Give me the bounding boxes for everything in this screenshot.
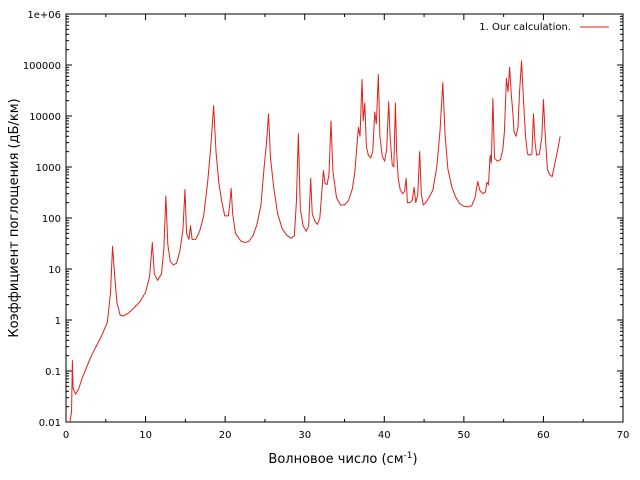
x-axis-label: Волновое число (см-1): [268, 451, 417, 467]
x-axis-label-text: Волновое число (см: [268, 452, 403, 467]
x-tick-label: 60: [537, 430, 550, 441]
y-tick-label: 1e+06: [27, 10, 61, 21]
legend: 1. Our calculation.: [479, 22, 609, 33]
legend-label: 1. Our calculation.: [479, 22, 571, 33]
x-tick-label: 10: [139, 430, 152, 441]
y-tick-label: 1000: [36, 163, 61, 174]
x-tick-label: 70: [617, 430, 630, 441]
x-axis-label-superscript: -1: [404, 451, 413, 461]
plot-frame: [65, 13, 624, 423]
series-line-our-calculation: [69, 60, 561, 423]
y-tick-label: 100: [42, 214, 61, 225]
y-tick-label: 100000: [23, 61, 61, 72]
x-tick-labels: 0 10 20 30 40 50 60 70: [63, 430, 630, 441]
x-tick-label: 30: [298, 430, 311, 441]
y-tick-label: 10: [48, 265, 61, 276]
x-tick-label: 40: [378, 430, 391, 441]
y-tick-label: 1: [55, 316, 61, 327]
x-tick-label: 50: [457, 430, 470, 441]
x-tick-label: 0: [63, 430, 69, 441]
y-axis-label: Коэффициент поглощения (дБ/км): [7, 98, 22, 337]
y-tick-label: 0.1: [45, 367, 61, 378]
y-tick-label: 0.01: [39, 418, 61, 429]
y-tick-label: 10000: [29, 112, 61, 123]
x-axis-label-close: ): [412, 452, 417, 467]
x-tick-label: 20: [219, 430, 232, 441]
y-tick-labels: 0.01 0.1 1 10 100 1000 10000 100000 1e+06: [23, 10, 61, 429]
